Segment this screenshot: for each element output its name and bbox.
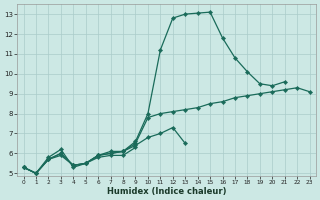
- X-axis label: Humidex (Indice chaleur): Humidex (Indice chaleur): [107, 187, 226, 196]
